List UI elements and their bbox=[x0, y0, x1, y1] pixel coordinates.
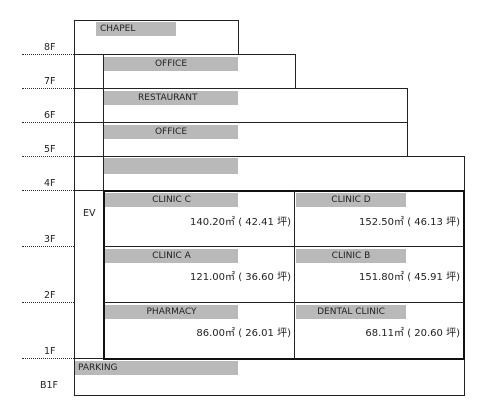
pharmacy-area: 86.00㎡ ( 26.01 坪) bbox=[196, 328, 291, 339]
chapel-label: CHAPEL bbox=[96, 22, 176, 36]
floor-label-7f: 7F bbox=[44, 76, 56, 87]
clinic-d-area: 152.50㎡ ( 46.13 坪) bbox=[359, 217, 460, 228]
floor-line-7f bbox=[22, 88, 74, 89]
clinic-a-area: 121.00㎡ ( 36.60 坪) bbox=[190, 272, 291, 283]
floor-label-8f: 8F bbox=[44, 42, 56, 53]
floor-label-5f: 5F bbox=[44, 144, 56, 155]
office-7f-label: OFFICE bbox=[104, 57, 238, 71]
clinic-c-label: CLINIC C bbox=[105, 193, 238, 207]
dental-clinic-area: 68.11㎡ ( 20.60 坪) bbox=[365, 328, 460, 339]
pharmacy-label: PHARMACY bbox=[105, 305, 238, 319]
floor-label-6f: 6F bbox=[44, 110, 56, 121]
clinic-grid-divider-v bbox=[294, 191, 295, 359]
floor-line-2f bbox=[22, 302, 74, 303]
clinic-a-label: CLINIC A bbox=[105, 249, 238, 263]
floor-label-1f: 1F bbox=[44, 346, 56, 357]
clinic-grid-divider-3f bbox=[104, 246, 464, 247]
floor-label-4f: 4F bbox=[44, 178, 56, 189]
floor-line-5f bbox=[22, 156, 74, 157]
floor-label-b1f: B1F bbox=[40, 380, 59, 391]
clinic-b-label: CLINIC B bbox=[296, 249, 406, 263]
clinic-d-label: CLINIC D bbox=[296, 193, 406, 207]
clinic-b-area: 151.80㎡ ( 45.91 坪) bbox=[359, 272, 460, 283]
floor-label-2f: 2F bbox=[44, 290, 56, 301]
clinic-grid bbox=[103, 190, 465, 360]
dental-clinic-label: DENTAL CLINIC bbox=[296, 305, 406, 319]
office-5f-label: OFFICE bbox=[104, 125, 238, 139]
elevator-label: EV bbox=[83, 208, 96, 219]
floors-1-3-box bbox=[74, 190, 465, 359]
restaurant-label: RESTAURANT bbox=[104, 91, 238, 105]
floor-line-8f bbox=[22, 54, 74, 55]
floor-line-3f bbox=[22, 246, 74, 247]
floor-line-6f bbox=[22, 122, 74, 123]
clinic-grid-divider-2f bbox=[104, 302, 464, 303]
floor-4-label bbox=[104, 158, 238, 174]
parking-label: PARKING bbox=[75, 361, 238, 375]
floor-line-4f bbox=[22, 190, 74, 191]
floor-line-1f bbox=[22, 358, 74, 359]
clinic-c-area: 140.20㎡ ( 42.41 坪) bbox=[190, 217, 291, 228]
floor-label-3f: 3F bbox=[44, 234, 56, 245]
